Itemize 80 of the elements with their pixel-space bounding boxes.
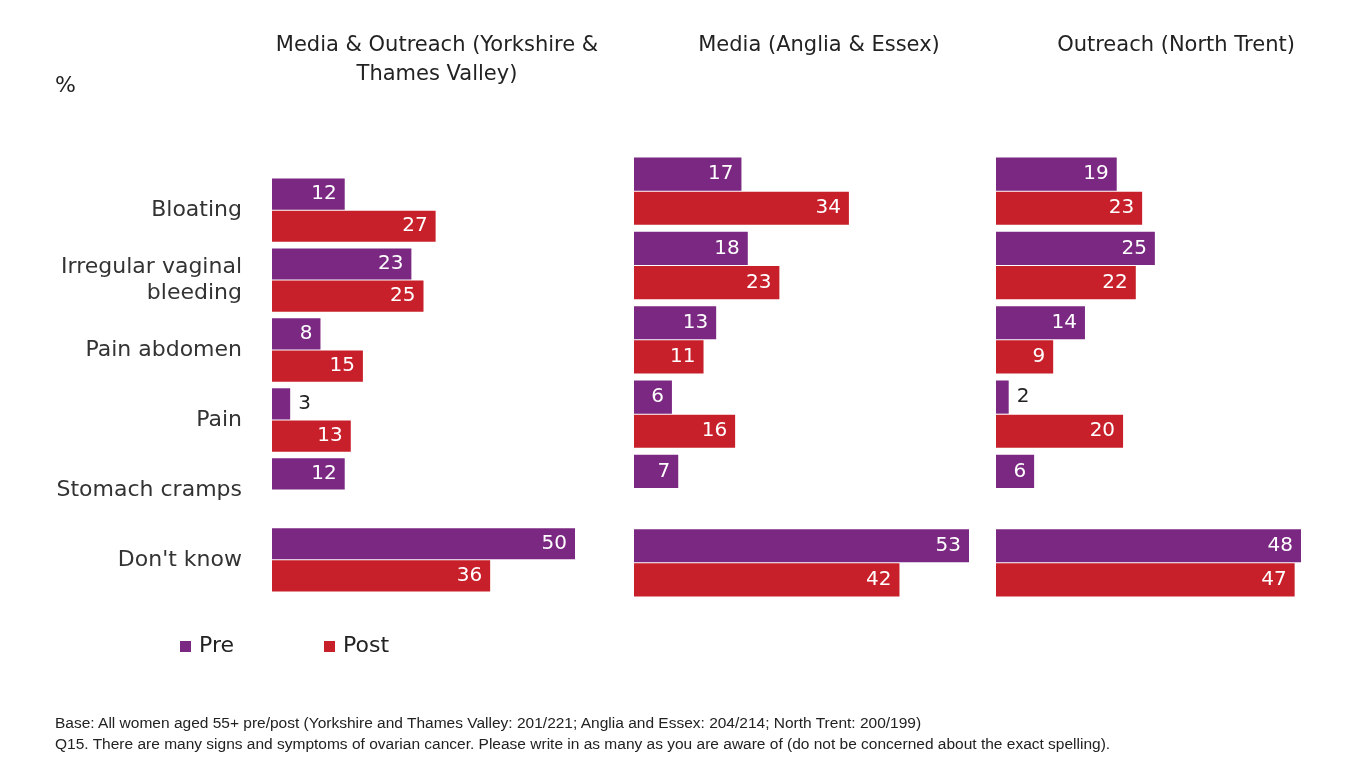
bar: [634, 380, 672, 414]
bar: [996, 191, 1143, 225]
data-label: 7: [657, 457, 671, 482]
data-label: 36: [456, 562, 483, 587]
y-tick-label: Stomach cramps: [56, 475, 242, 501]
data-label: 12: [311, 460, 337, 485]
bar: [634, 231, 748, 265]
bar: [272, 280, 424, 312]
bar: [996, 306, 1085, 340]
data-label: 23: [377, 250, 404, 275]
data-label: 12: [311, 180, 337, 205]
data-label: 27: [402, 212, 428, 237]
bar: [996, 454, 1035, 488]
data-label: 53: [935, 531, 961, 556]
bar: [996, 563, 1295, 597]
bar: [996, 414, 1124, 448]
data-label: 17: [708, 160, 734, 185]
bar: [272, 318, 321, 350]
legend-label: Post: [342, 632, 390, 657]
bar: [634, 191, 849, 225]
text: Base: All women aged 55+ pre/post (Yorkshire and Thames Valley: 201/221; Anglia and Essex: 204/214; North Trent: 200/199): [55, 713, 923, 733]
chart-title: Media (Anglia & Essex): [697, 31, 941, 58]
data-label: 19: [1083, 160, 1109, 185]
data-label: 23: [745, 268, 772, 293]
data-label: 47: [1261, 566, 1287, 591]
data-label: 25: [1121, 234, 1147, 259]
y-tick-label: Pain abdomen: [85, 335, 242, 361]
chart-title: Media & Outreach (Yorkshire & Thames Valley): [274, 31, 600, 87]
data-label: 50: [541, 529, 567, 554]
text: Q15. There are many signs and symptoms of ovarian cancer. Please write in as many as you are aware of (do not be concerned about the exact spelling).: [55, 734, 1111, 754]
bar: [996, 231, 1155, 265]
bar: [272, 560, 491, 592]
bar: [634, 340, 704, 374]
text: %: [55, 72, 76, 97]
bar: [272, 178, 345, 210]
data-label: 9: [1032, 343, 1046, 368]
bar: [996, 266, 1136, 300]
data-label: 6: [651, 383, 664, 408]
bar: [272, 420, 351, 452]
data-label: 22: [1102, 268, 1128, 293]
data-label: 18: [714, 234, 740, 259]
data-label: 6: [1013, 457, 1027, 482]
data-label: 13: [317, 422, 343, 447]
bar: [272, 388, 291, 420]
data-label: 11: [670, 343, 696, 368]
bar: [272, 458, 345, 490]
bar: [634, 306, 717, 340]
data-label: 15: [329, 352, 355, 377]
bar: [634, 454, 679, 488]
bar: [272, 248, 412, 280]
data-label: 13: [682, 308, 709, 333]
data-label: 23: [1108, 194, 1135, 219]
data-label: 3: [298, 390, 311, 415]
data-label: 8: [299, 320, 313, 345]
bar: [634, 157, 742, 191]
data-label: 2: [1016, 383, 1030, 408]
chart-title: Outreach (North Trent): [1056, 31, 1296, 58]
bar: [272, 528, 575, 560]
bar: [634, 563, 900, 597]
data-label: 34: [815, 194, 841, 219]
data-label: 14: [1051, 308, 1077, 333]
y-tick-label: Irregular vaginal bleeding: [61, 252, 242, 305]
bar: [996, 340, 1054, 374]
bar: [272, 350, 363, 382]
bar: [634, 529, 969, 563]
bar: [996, 380, 1009, 414]
bar: [634, 414, 736, 448]
data-label: 25: [390, 282, 416, 307]
bar: [996, 529, 1301, 563]
data-label: 16: [701, 417, 728, 442]
bar: [996, 157, 1117, 191]
data-label: 20: [1089, 417, 1116, 442]
bar: [634, 266, 780, 300]
data-label: 48: [1267, 531, 1293, 556]
data-label: 42: [866, 566, 892, 591]
y-tick-label: Don't know: [117, 545, 242, 571]
legend-label: Pre: [199, 632, 234, 657]
y-tick-label: Bloating: [151, 195, 242, 221]
bar: [272, 210, 436, 242]
y-tick-label: Pain: [196, 405, 242, 431]
